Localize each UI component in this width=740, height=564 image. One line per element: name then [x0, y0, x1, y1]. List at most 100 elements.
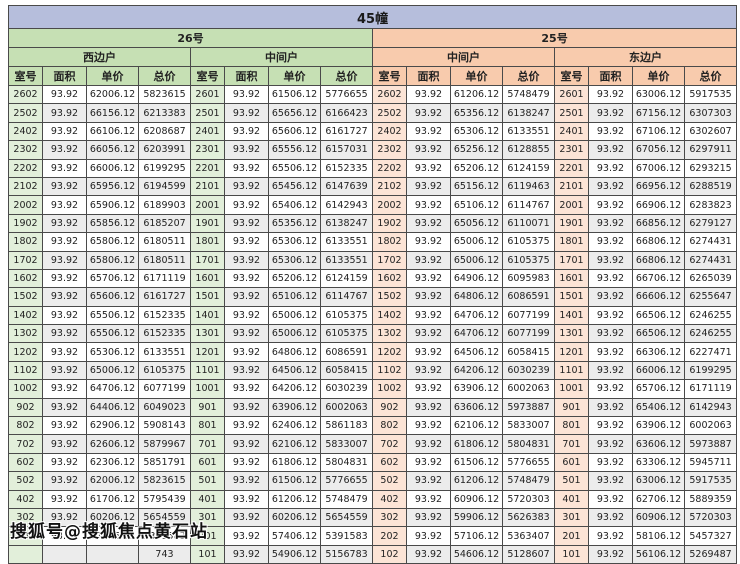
area-cell: 93.92: [588, 342, 633, 362]
area-cell: 93.92: [42, 507, 87, 528]
area-cell: 93.92: [224, 305, 269, 326]
total-cell: 5776655: [320, 84, 373, 105]
room-cell: 2601: [554, 84, 589, 105]
area-cell: 93.92: [42, 434, 87, 454]
area-cell: 93.92: [406, 342, 451, 362]
table-row: 702 93.92 62606.12 5879967 701 93.92 62106.12 5…: [8, 434, 738, 454]
column-header: 单价: [268, 66, 321, 86]
total-cell: 6199295: [138, 158, 191, 178]
price-cell: 54606.12: [450, 544, 503, 564]
price-cell: 57406.12: [86, 526, 139, 546]
total-cell: 6142943: [683, 397, 738, 418]
table-row: 502 93.92 62006.12 5823615 501 93.92 61506.12 5…: [8, 471, 738, 491]
table-row: 1702 93.92 65806.12 6180511 1701 93.92 65306.1…: [8, 250, 738, 270]
total-cell: 6086591: [320, 342, 373, 362]
table-row: 1402 93.92 65506.12 6152335 1401 93.92 65006.1…: [8, 305, 738, 326]
price-cell: 65956.12: [86, 176, 139, 197]
price-cell: 65506.12: [86, 324, 139, 344]
table-row: 1502 93.92 65606.12 6161727 1501 93.92 65106.1…: [8, 287, 738, 307]
column-header: 面积: [224, 66, 269, 86]
price-cell: 66306.12: [632, 342, 685, 362]
total-cell: 5457327: [683, 526, 738, 546]
price-cell: 54906.12: [268, 544, 321, 564]
total-cell: 6077199: [138, 379, 191, 399]
total-cell: 6180511: [138, 232, 191, 252]
area-cell: 93.92: [406, 232, 451, 252]
price-cell: 65056.12: [450, 213, 503, 234]
price-cell: 66006.12: [86, 158, 139, 178]
area-cell: 93.92: [42, 305, 87, 326]
area-cell: 93.92: [42, 195, 87, 215]
unit-header: 西边户: [8, 47, 191, 67]
price-cell: 56106.12: [632, 544, 685, 564]
price-cell: 67056.12: [632, 140, 685, 160]
room-cell: 902: [372, 397, 407, 418]
room-cell: 2301: [554, 140, 589, 160]
total-cell: 5720303: [502, 489, 555, 509]
column-header: 面积: [42, 66, 87, 86]
price-cell: 61506.12: [268, 471, 321, 491]
total-cell: 5626383: [502, 507, 555, 528]
area-cell: 93.92: [42, 140, 87, 160]
column-header: 总价: [320, 66, 373, 86]
area-cell: 93.92: [588, 232, 633, 252]
area-cell: 93.92: [588, 360, 633, 381]
area-cell: 93.92: [224, 489, 269, 509]
area-cell: 93.92: [406, 324, 451, 344]
area-cell: 93.92: [42, 268, 87, 289]
column-header: 室号: [372, 66, 407, 86]
room-cell: 801: [554, 416, 589, 436]
room-cell: 1002: [372, 379, 407, 399]
area-cell: 93.92: [588, 471, 633, 491]
price-cell: 65356.12: [268, 213, 321, 234]
area-cell: 93.92: [224, 507, 269, 528]
room-cell: 1301: [190, 324, 225, 344]
room-cell: 302: [372, 507, 407, 528]
total-cell: 6166423: [320, 103, 373, 123]
area-cell: 93.92: [224, 544, 269, 564]
price-cell: 61806.12: [268, 452, 321, 473]
room-cell: 1101: [190, 360, 225, 381]
area-cell: 93.92: [224, 213, 269, 234]
price-cell: 65656.12: [268, 103, 321, 123]
area-cell: 93.92: [224, 84, 269, 105]
room-cell: 801: [190, 416, 225, 436]
total-cell: 5795439: [138, 489, 191, 509]
area-cell: 93.92: [42, 416, 87, 436]
area-cell: 93.92: [224, 416, 269, 436]
total-cell: 6171119: [138, 268, 191, 289]
total-cell: 6208687: [138, 121, 191, 142]
price-cell: 66706.12: [632, 268, 685, 289]
price-cell: 65006.12: [450, 232, 503, 252]
area-cell: 93.92: [588, 305, 633, 326]
table-row: 1202 93.92 65306.12 6133551 1201 93.92 64806.1…: [8, 342, 738, 362]
price-cell: 63306.12: [632, 452, 685, 473]
price-cell: 64806.12: [450, 287, 503, 307]
area-cell: 93.92: [42, 452, 87, 473]
room-cell: 501: [554, 471, 589, 491]
area-cell: 93.92: [42, 84, 87, 105]
area-cell: 93.92: [406, 471, 451, 491]
room-cell: 802: [8, 416, 43, 436]
total-cell: 5363407: [502, 526, 555, 546]
area-cell: 93.92: [406, 379, 451, 399]
room-cell: 2002: [8, 195, 43, 215]
total-cell: 6138247: [320, 213, 373, 234]
building-header: 25号: [371, 28, 738, 48]
total-cell: 5833007: [502, 416, 555, 436]
price-cell: 65406.12: [632, 397, 685, 418]
room-cell: 402: [8, 489, 43, 509]
total-cell: 5833007: [320, 434, 373, 454]
column-header: 总价: [502, 66, 555, 86]
total-cell: 6138247: [502, 103, 555, 123]
total-cell: 6058415: [502, 342, 555, 362]
price-cell: 61206.12: [268, 489, 321, 509]
table-row: 402 93.92 61706.12 5795439 401 93.92 61206.12 5…: [8, 489, 738, 509]
total-cell: 6307303: [683, 103, 738, 123]
building-row: 26号 25号: [8, 28, 738, 48]
area-cell: 93.92: [42, 287, 87, 307]
area-cell: [42, 544, 87, 564]
price-cell: 66006.12: [632, 360, 685, 381]
room-cell: 1902: [8, 213, 43, 234]
total-cell: 6255647: [683, 287, 738, 307]
